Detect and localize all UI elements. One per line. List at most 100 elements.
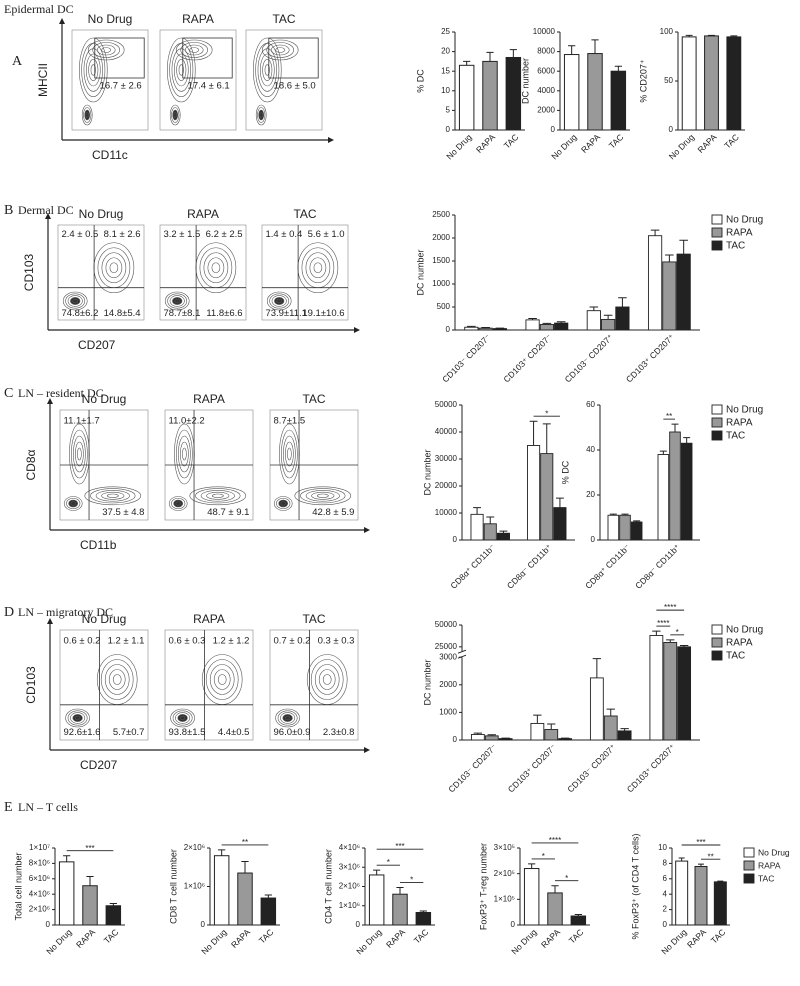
contour [104,664,130,695]
y-tick-label: 5 [446,106,451,115]
error-bar [473,507,482,515]
x-tick-label: TAC [502,132,521,151]
contour [305,490,340,502]
y-tick-label: 2×10⁶ [29,905,50,914]
y-tick-label: 0 [446,325,451,334]
arrowhead [364,527,370,533]
significance-label: *** [85,844,94,853]
arrowhead [47,618,53,624]
legend-swatch [711,637,723,648]
bar [484,735,499,741]
quadrant-label: 1.2 ± 1.1 [108,636,145,647]
section-title: Dermal DC [18,203,74,217]
contour [170,708,195,728]
contour [74,715,81,721]
y-axis-title: % CD207⁺ [638,59,648,103]
quadrant-label: 48.7 ± 9.1 [207,507,249,518]
bar [570,915,587,926]
contour [62,291,88,311]
y-tick-label: 20000 [435,481,458,490]
error-bar [618,297,627,307]
flow-plot-title: TAC [302,612,325,626]
significance-label: ** [666,412,672,421]
y-tick-label: 1×10⁶ [184,882,205,891]
contour [71,429,88,479]
bar [713,881,727,926]
contour [311,491,335,500]
bar [603,715,618,741]
contour [189,486,247,506]
bar [558,738,573,741]
y-tick-label: 25 [441,27,450,36]
contour [205,659,239,700]
error-bar [665,254,674,262]
y-tick-label: 1×10⁷ [29,843,50,852]
contour [85,112,89,118]
x-tick-label: No Drug [549,132,579,162]
contour [81,104,93,126]
contour [213,669,231,690]
legend-label: No Drug [726,405,763,416]
legend-label: RAPA [758,860,781,870]
bar [260,897,277,926]
legend-swatch [743,847,755,858]
y-tick-label: 8 [663,859,668,868]
y-tick-label: 0 [356,920,361,929]
y-tick-label: 10 [441,86,450,95]
quadrant-label: 0.7 ± 0.2 [274,636,311,647]
bar [478,327,493,331]
bar [657,454,670,541]
bar [663,642,678,741]
quadrant-label: 8.7±1.5 [274,416,306,427]
quadrant-label: 2.3±0.8 [323,727,355,738]
y-tick-label: 60 [586,400,595,409]
arrowhead [364,747,370,753]
legend-swatch [711,404,723,415]
error-bar [678,857,685,862]
y-tick-label: 6000 [537,66,555,75]
y-tick-label: 50000 [435,400,458,409]
contour [172,710,193,726]
contour [318,669,336,690]
y-tick-label: 1500 [432,256,450,265]
y-axis-title: DC number [422,449,432,495]
flow-y-label: CD103 [22,254,36,292]
bar [523,868,540,926]
y-tick-label: 4×10⁶ [339,843,360,852]
quadrant-label: 5.7±0.7 [113,727,145,738]
contour [276,298,282,304]
contour [90,488,136,504]
section-title: LN – T cells [18,800,78,814]
legend-swatch [711,650,723,661]
legend-swatch [711,624,723,635]
arrowhead [47,398,53,404]
error-bar [551,885,559,893]
flow-plot-title: No Drug [82,612,127,626]
contour [83,48,103,92]
bar [482,60,498,131]
bar [470,513,484,541]
axis-break [457,649,467,654]
quadrant-label: 0.6 ± 0.2 [64,636,101,647]
y-tick-label: 4000 [537,86,555,95]
contour [112,674,122,685]
y-axis-title: CD8 T cell number [168,849,178,924]
x-tick-label: RAPA [229,927,252,950]
bar [587,53,603,131]
contour [167,293,188,309]
contour [313,262,323,274]
contour [259,53,275,87]
legend-swatch [711,417,723,428]
x-tick-label: RAPA [579,132,602,155]
y-tick-label: 0 [663,920,668,929]
significance-label: **** [664,603,676,612]
contour [189,47,199,53]
y-tick-label: 1000 [432,279,450,288]
y-tick-label: 6×10⁶ [29,874,50,883]
y-tick-label: 0 [551,125,556,134]
bar [464,326,479,331]
x-tick-label: RAPA [696,132,719,155]
x-tick-label: CD8α⁺ CD11b⁻ [583,542,632,591]
legend-label: No Drug [758,847,790,857]
contour [284,715,291,721]
